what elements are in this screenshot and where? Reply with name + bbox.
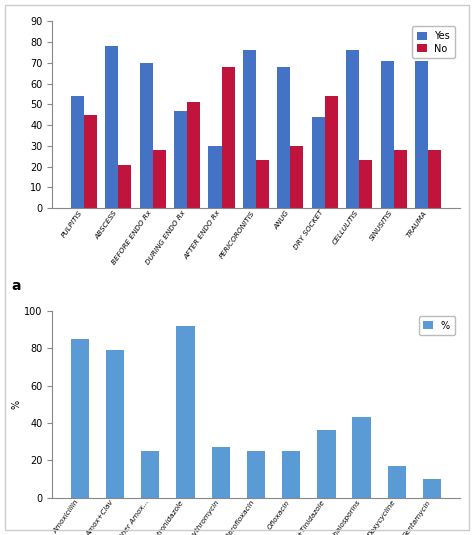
Bar — [359, 160, 373, 208]
Bar — [211, 447, 230, 498]
Bar — [381, 61, 394, 208]
Bar — [84, 115, 97, 208]
Bar — [415, 61, 428, 208]
Bar — [105, 47, 118, 208]
Bar — [71, 96, 84, 208]
Bar — [388, 466, 406, 498]
Bar — [423, 479, 441, 498]
Bar — [118, 165, 131, 208]
Bar — [247, 451, 265, 498]
Bar — [243, 50, 256, 208]
Bar — [291, 146, 303, 208]
Bar — [139, 63, 153, 208]
Text: a: a — [11, 279, 21, 293]
Bar — [209, 146, 221, 208]
Bar — [153, 150, 166, 208]
Bar — [141, 451, 159, 498]
Bar — [176, 326, 195, 498]
Bar — [71, 339, 89, 498]
Bar — [428, 150, 441, 208]
Bar — [282, 451, 301, 498]
Bar — [221, 67, 235, 208]
Bar — [325, 96, 338, 208]
Y-axis label: %: % — [11, 400, 21, 409]
Legend: Yes, No: Yes, No — [412, 26, 455, 58]
Bar — [256, 160, 269, 208]
Legend: %: % — [419, 316, 455, 335]
Bar — [317, 430, 336, 498]
Bar — [353, 417, 371, 498]
Bar — [394, 150, 407, 208]
Bar — [174, 111, 187, 208]
Bar — [277, 67, 291, 208]
Bar — [187, 102, 200, 208]
Bar — [312, 117, 325, 208]
Bar — [106, 350, 124, 498]
Bar — [346, 50, 359, 208]
